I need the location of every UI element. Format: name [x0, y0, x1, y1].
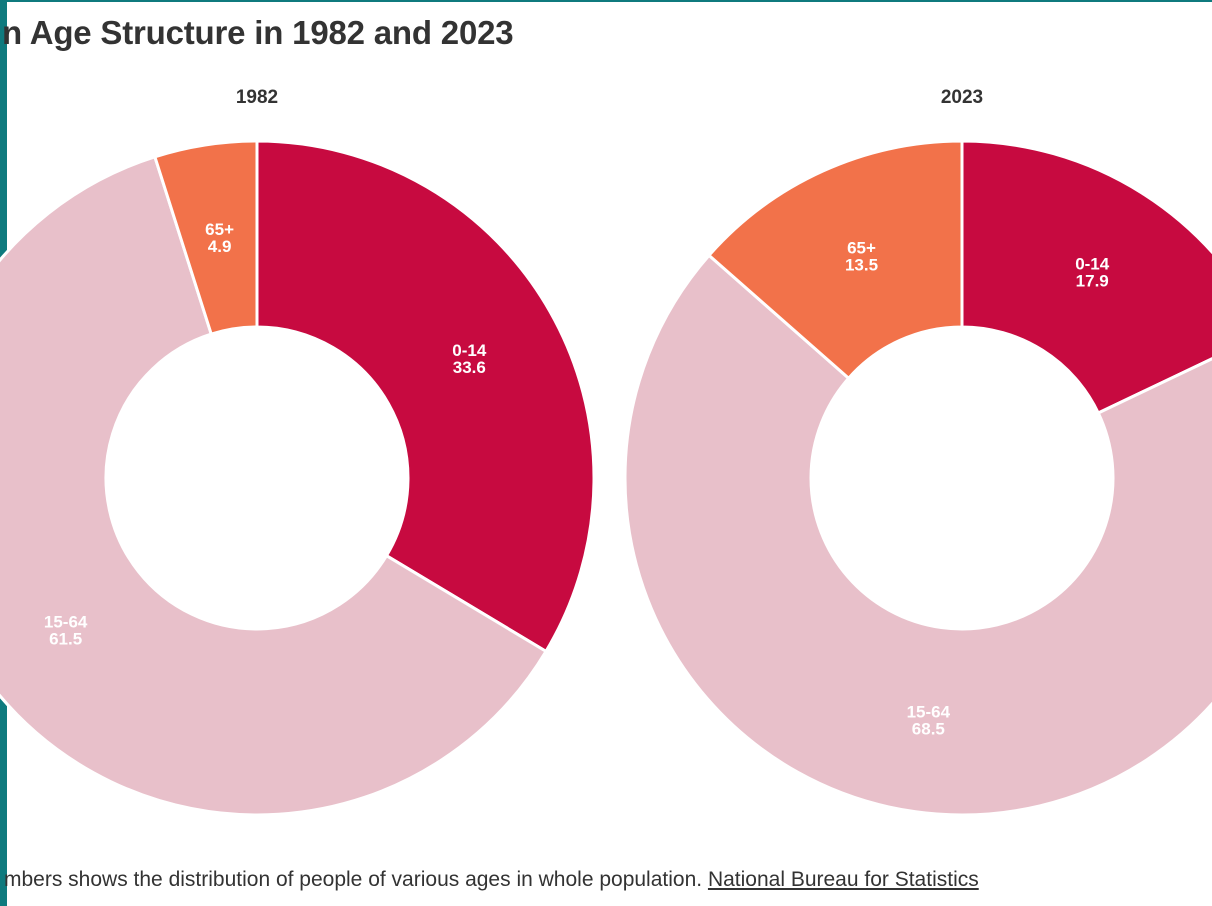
slice-1982-65+ [152, 139, 259, 336]
source-link[interactable]: National Bureau for Statistics [707, 868, 979, 891]
donut-2023: 0-14 17.9 15-64 68.5 65+ 13.5 [623, 139, 1212, 817]
slice-1982-15-64 [0, 154, 549, 817]
slice-label-1982-15-64: 15-64 61.5 [44, 612, 88, 648]
slice-label-1982-0-14: 0-14 33.6 [452, 341, 487, 377]
slice-label-1982-65+: 65+ 4.9 [205, 220, 234, 256]
slice-label-2023-65+: 65+ 13.5 [845, 239, 878, 275]
slice-2023-65+ [706, 139, 964, 381]
slice-2023-0-14 [960, 139, 1212, 416]
donut-charts: 1982 2023 0-14 33.6 15-64 61.5 65+ 4.9 0-14 17… [0, 87, 1212, 817]
panel-title-2023: 2023 [941, 87, 983, 108]
slice-1982-0-14 [255, 139, 596, 654]
chart-title: n Age Structure in 1982 and 2023 [2, 14, 514, 51]
window-frame-top [0, 0, 1212, 2]
donut-1982: 0-14 33.6 15-64 61.5 65+ 4.9 [0, 139, 596, 817]
slice-label-2023-0-14: 0-14 17.9 [1075, 255, 1110, 291]
footer-note: mbers shows the distribution of people o… [4, 868, 979, 892]
footer-text: mbers shows the distribution of people o… [4, 868, 703, 891]
slice-label-2023-15-64: 15-64 68.5 [907, 703, 951, 739]
panel-title-1982: 1982 [236, 87, 278, 108]
slice-2023-15-64 [623, 253, 1212, 817]
